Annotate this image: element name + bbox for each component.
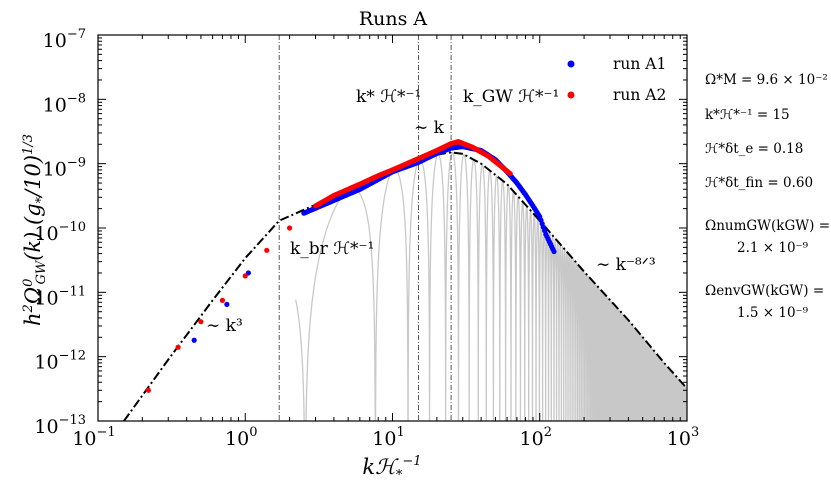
x-tick-label: 101 [372,425,404,450]
annotation-kstar: k* ℋ*⁻¹ [356,87,421,107]
legend-marker-a2 [567,91,575,99]
series-a2-point [242,273,248,279]
series-a1-point [535,211,542,218]
param-kstar: k*ℋ*⁻¹ = 15 [705,107,790,123]
x-tick-label: 100 [225,425,257,450]
series-a2-point [145,387,152,393]
axis-ticks: 10−1 100 101 102 103 10−13 10−12 10−11 10−10 10−9… [34,27,699,450]
annotation-kgw: k_GW ℋ*⁻¹ [463,87,559,107]
x-tick-label: 102 [520,425,552,450]
param-dte: ℋ*δt_e = 0.18 [705,141,803,157]
annotation-k: ∼ k [414,118,445,138]
y-axis-title: h2Ω0GW(k) (g*/10)1/3 [21,134,49,326]
y-tick-label: 10−7 [43,27,86,52]
annotation-kbr: k_br ℋ*⁻¹ [290,239,374,259]
legend: run A1 run A2 [567,55,666,104]
numerical-series [295,151,687,421]
y-tick-label: 10−10 [34,220,86,245]
param-omega-env: ΩenvGW(kGW) = [705,283,824,299]
y-tick-label: 10−8 [43,91,86,116]
param-omega-num-value: 2.1 × 10⁻⁹ [737,240,809,256]
series-a1-point [191,337,197,343]
param-omega-num: ΩnumGW(kGW) = [705,218,830,234]
plot-area [123,35,687,421]
legend-marker-a1 [567,60,575,68]
series-a2-point [506,169,512,176]
y-tick-label: 10−11 [34,284,86,309]
parameter-panel: Ω*M = 9.6 × 10⁻² k*ℋ*⁻¹ = 15 ℋ*δt_e = 0.… [705,72,830,321]
series-a1-point [550,246,556,252]
x-tick-label: 103 [667,425,699,450]
y-tick-label: 10−12 [34,349,86,374]
series-a1-point [542,228,548,234]
annotation-k3: ∼ k³ [206,316,243,336]
series-a2-point [264,247,270,253]
param-omega-env-value: 1.5 × 10⁻⁹ [737,305,809,321]
param-omega-m: Ω*M = 9.6 × 10⁻² [705,72,828,88]
legend-label-a1: run A1 [613,55,666,73]
x-tick-label: 10−1 [72,425,115,450]
series-a2-point [219,297,226,303]
series-a2-point [198,319,204,325]
annotation-k-8-3: ∼ k⁻⁸ᐟ³ [596,255,656,275]
series-a2-point [286,225,293,231]
series-a2-point [175,344,181,350]
legend-label-a2: run A2 [613,86,666,104]
chart-title: Runs A [359,8,428,30]
series-a1-point [529,201,535,207]
x-axis-title: kℋ*−1 [362,454,421,483]
param-dtfin: ℋ*δt_fin = 0.60 [705,175,813,191]
y-tick-label: 10−13 [34,413,86,438]
y-tick-label: 10−9 [43,156,86,181]
series-a1-point [224,301,230,307]
series-a2 [145,139,513,393]
